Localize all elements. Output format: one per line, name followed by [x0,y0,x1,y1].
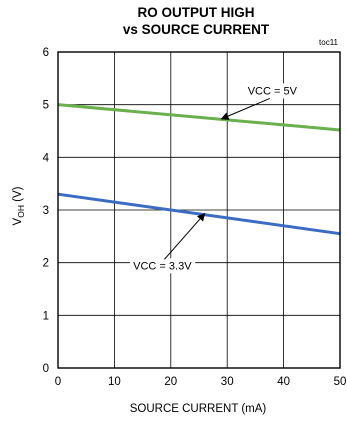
y-tick-label-4: 4 [43,152,50,164]
x-tick-label-3: 30 [221,376,234,388]
y-tick-label-0: 0 [43,363,49,375]
x-tick-label-5: 50 [334,376,347,388]
chart-title-line-2: vs SOURCE CURRENT [123,22,270,37]
y-axis-label: VOH (V) [12,186,26,225]
annotation-label-bg-1 [130,258,196,274]
chart-annotations: VCC = 5V VCC = 3.3V [130,83,301,274]
x-tick-label-2: 20 [164,376,177,388]
x-tick-label-1: 10 [108,376,121,388]
figure-id: toc11 [319,38,339,47]
plot-frame [57,51,341,369]
series-line-1 [57,192,341,236]
annotation-label-bg-0 [244,83,301,99]
x-tick-label-0: 0 [55,376,61,388]
y-axis-label-main: V [12,217,24,225]
y-tick-label-6: 6 [43,47,49,59]
y-tick-label-2: 2 [43,258,49,270]
y-tick-label-3: 3 [43,205,49,217]
annotation-arrow-0 [220,97,270,120]
x-axis-label: SOURCE CURRENT (mA) [130,403,267,415]
x-tick-label-4: 40 [277,376,290,388]
annotation-label-0: VCC = 5V [248,85,298,97]
chart-title-line-1: RO OUTPUT HIGH [138,5,255,20]
series-line-0 [57,103,341,132]
chart-series-group [57,103,341,236]
y-axis-label-sub: OH [16,205,26,218]
annotation-label-1: VCC = 3.3V [133,260,192,272]
y-tick-label-5: 5 [43,100,49,112]
y-axis-label-unit: (V) [12,186,24,205]
chart-grid [58,52,340,368]
x-tick-labels: 0 10 20 30 40 50 [55,376,347,388]
y-tick-label-1: 1 [43,310,49,322]
annotation-arrow-1 [164,212,206,260]
y-tick-labels: 0 1 2 3 4 5 6 [43,47,50,375]
